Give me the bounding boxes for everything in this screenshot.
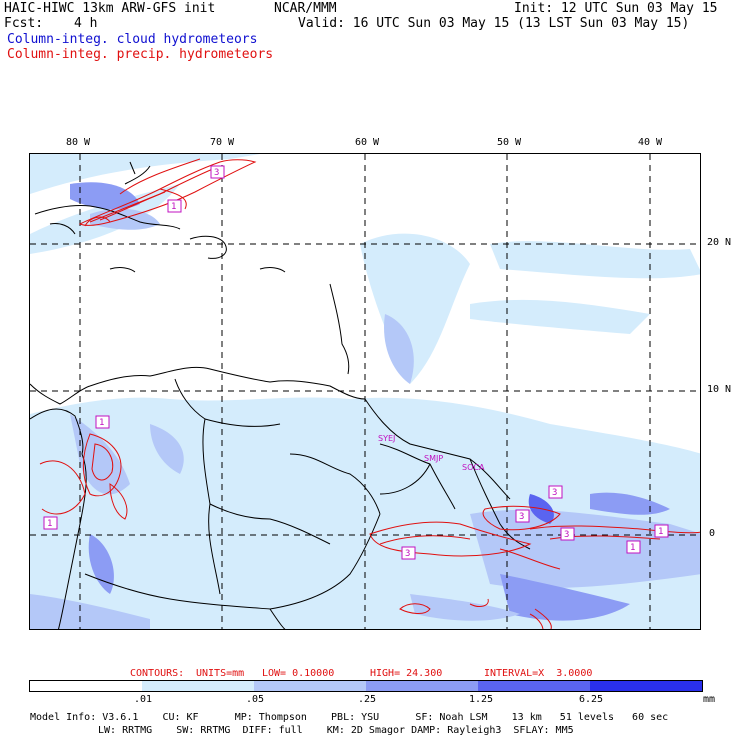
map-canvas: 3 1 1 1 3 3 1 3 1 1 3 SYEJ SMJP SOCA (30, 154, 700, 629)
station-smjp: SMJP (424, 454, 443, 463)
colorbar (29, 680, 703, 692)
contour-label-text: 3 (519, 512, 524, 522)
colorbar-bin (478, 681, 590, 691)
station-soca: SOCA (462, 463, 485, 472)
forecast-label: Fcst: (4, 16, 44, 31)
lon-label-80w: 80 W (66, 137, 91, 148)
organization: NCAR/MMM (274, 1, 337, 16)
colorbar-tick-0: .01 (134, 694, 153, 705)
lat-label-20n: 20 N (707, 237, 732, 248)
contour-label: 3 (548, 485, 563, 499)
contour-label: 1 (654, 524, 669, 538)
colorbar-tick-2: .25 (358, 694, 377, 705)
colorbar-unit: mm (703, 694, 716, 705)
contour-label-text: 1 (658, 527, 663, 537)
contour-label: 1 (662, 525, 675, 537)
contour-label-text: 3 (214, 168, 219, 178)
contours-high: HIGH= 24.300 (370, 668, 443, 679)
station-labels: SYEJ SMJP SOCA (378, 434, 485, 472)
lat-label-10n: 10 N (707, 384, 732, 395)
contour-label: 3 (515, 509, 530, 523)
contour-label-text: 1 (99, 418, 104, 428)
contour-label: 3 (210, 165, 225, 179)
lon-label-60w: 60 W (355, 137, 380, 148)
station-syej: SYEJ (378, 434, 395, 443)
colorbar-bin (254, 681, 366, 691)
colorbar-tick-4: 6.25 (579, 694, 604, 705)
contour-label-text: 1 (47, 519, 52, 529)
precip-contours (39, 158, 700, 629)
valid-time: Valid: 16 UTC Sun 03 May 15 (13 LST Sun … (298, 16, 690, 31)
contour-label: 3 (560, 527, 575, 541)
contour-label-text: 1 (630, 543, 635, 553)
forecast-hour: 4 h (74, 16, 98, 31)
field-cloud-hydrometeors: Column-integ. cloud hydrometeors (7, 32, 258, 47)
contour-label-text: 3 (564, 530, 569, 540)
contours-units: UNITS=mm (196, 668, 245, 679)
contours-low: LOW= 0.10000 (262, 668, 335, 679)
contour-label-text: 3 (405, 549, 410, 559)
contour-label-text: 3 (552, 488, 557, 498)
contours-label: CONTOURS: (130, 668, 185, 679)
contour-label: 1 (43, 516, 58, 530)
lon-label-70w: 70 W (210, 137, 235, 148)
colorbar-bin (366, 681, 478, 691)
init-time: Init: 12 UTC Sun 03 May 15 (514, 1, 718, 16)
contour-label: 1 (626, 540, 641, 554)
lat-label-equator: 0 (709, 528, 716, 539)
contours-interval: INTERVAL=X 3.0000 (484, 668, 593, 679)
colorbar-bin (142, 681, 254, 691)
model-info-line-2: LW: RRTMG SW: RRTMG DIFF: full KM: 2D Sm… (98, 725, 574, 736)
field-precip-hydrometeors: Column-integ. precip. hydrometeors (7, 47, 274, 62)
contour-labels: 3 1 1 1 3 3 1 3 1 1 3 (43, 165, 675, 560)
contour-label: 1 (167, 199, 182, 213)
contour-label: 1 (95, 415, 110, 429)
map-panel: 3 1 1 1 3 3 1 3 1 1 3 SYEJ SMJP SOCA (29, 153, 701, 630)
colorbar-bin (590, 681, 702, 691)
colorbar-bin (30, 681, 142, 691)
colorbar-tick-3: 1.25 (469, 694, 494, 705)
contour-label: 3 (401, 546, 416, 560)
plot-title: HAIC-HIWC 13km ARW-GFS init (4, 1, 216, 16)
lon-label-50w: 50 W (497, 137, 522, 148)
contour-label-text: 1 (171, 202, 176, 212)
colorbar-tick-1: .05 (246, 694, 265, 705)
model-info-line-1: Model Info: V3.6.1 CU: KF MP: Thompson P… (30, 712, 669, 723)
lon-label-40w: 40 W (638, 137, 663, 148)
